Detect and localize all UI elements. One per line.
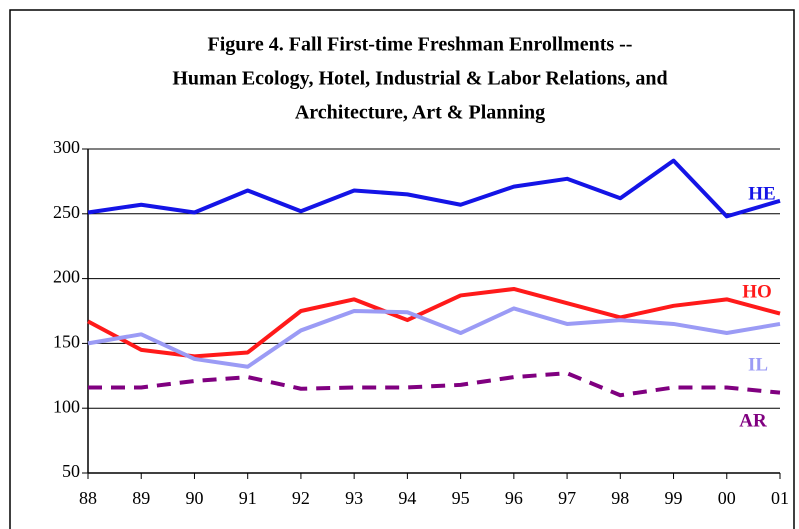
series-label: HO bbox=[742, 281, 772, 302]
x-tick-label: 00 bbox=[718, 488, 736, 508]
chart-title: Human Ecology, Hotel, Industrial & Labor… bbox=[172, 68, 667, 90]
y-tick-label: 250 bbox=[53, 202, 80, 222]
x-tick-label: 88 bbox=[79, 488, 97, 508]
y-tick-label: 100 bbox=[53, 396, 80, 416]
x-tick-label: 96 bbox=[505, 488, 523, 508]
y-tick-label: 300 bbox=[53, 137, 80, 157]
series-label: HE bbox=[748, 183, 775, 204]
series-line bbox=[87, 286, 781, 359]
x-tick-label: 99 bbox=[665, 488, 683, 508]
chart-title: Figure 4. Fall First-time Freshman Enrol… bbox=[208, 34, 633, 56]
series-label: AR bbox=[739, 410, 767, 431]
x-tick-label: 97 bbox=[558, 488, 576, 508]
x-tick-label: 90 bbox=[185, 488, 203, 508]
x-tick-label: 92 bbox=[292, 488, 310, 508]
x-tick-label: 95 bbox=[452, 488, 470, 508]
series-label: IL bbox=[748, 354, 768, 375]
series-line bbox=[87, 306, 781, 369]
y-tick-label: 50 bbox=[62, 461, 80, 481]
chart-title: Architecture, Art & Planning bbox=[295, 102, 545, 124]
series-line bbox=[88, 371, 781, 398]
y-tick-label: 200 bbox=[53, 267, 80, 287]
x-tick-label: 91 bbox=[239, 488, 257, 508]
x-tick-label: 01 bbox=[771, 488, 789, 508]
x-tick-label: 98 bbox=[611, 488, 629, 508]
x-tick-label: 94 bbox=[398, 488, 416, 508]
series-line bbox=[87, 158, 781, 219]
x-tick-label: 89 bbox=[132, 488, 150, 508]
x-tick-label: 93 bbox=[345, 488, 363, 508]
chart-frame bbox=[9, 9, 795, 529]
y-tick-label: 150 bbox=[53, 332, 80, 352]
